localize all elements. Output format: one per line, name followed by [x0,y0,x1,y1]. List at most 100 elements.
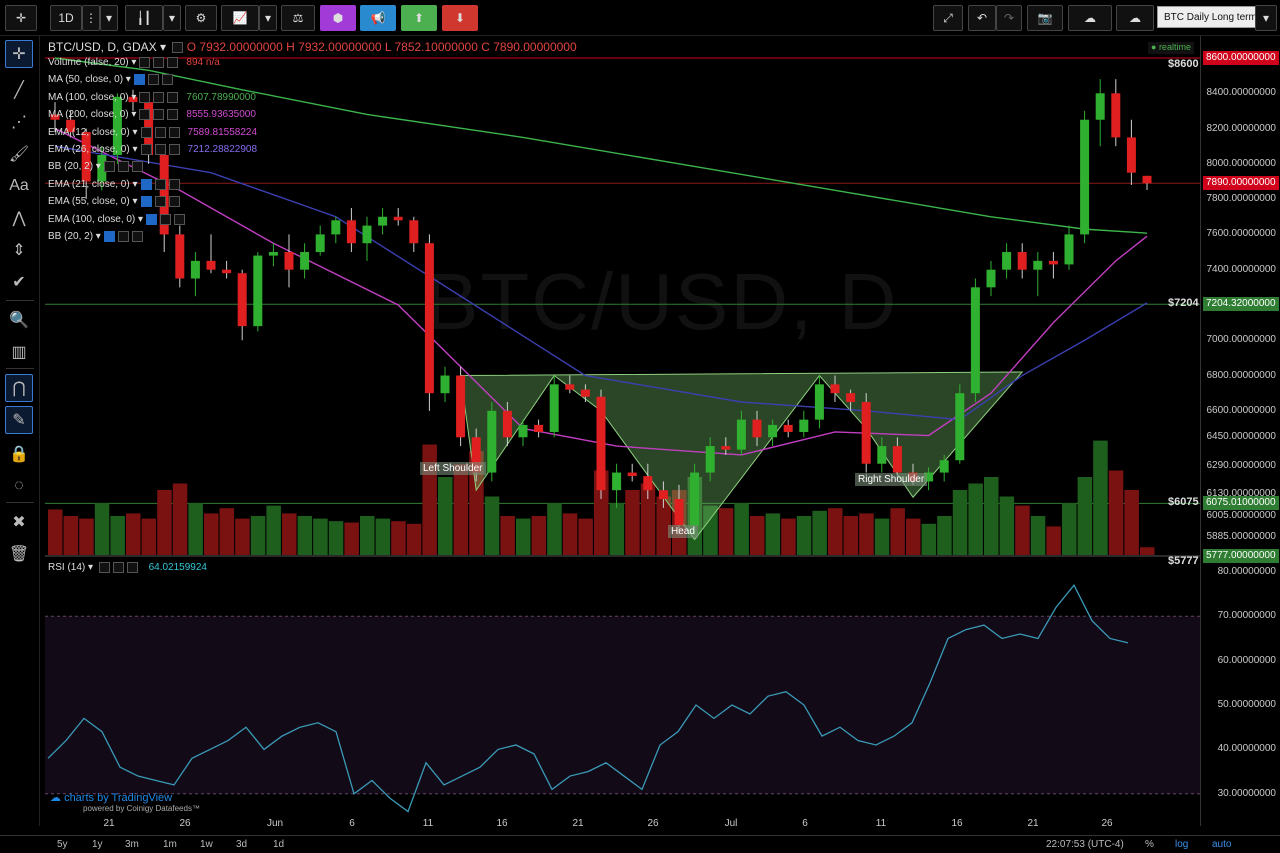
megaphone-icon[interactable]: 📢 [360,5,396,31]
settings-icon[interactable] [154,144,166,155]
percent-toggle[interactable]: % [1145,839,1154,850]
eye-icon[interactable] [140,196,152,208]
indicator-legend-item[interactable]: EMA (12, close, 0) ▾ 7589.81558224 [48,126,258,138]
close-icon[interactable] [168,144,180,155]
eye-icon[interactable] [103,161,115,173]
crosshair-tool-icon[interactable]: ✛ [5,40,33,68]
lock-icon[interactable]: 🔒 [9,446,29,463]
indicator-legend-item[interactable]: Volume (false, 20) ▾ 894 n/a [48,57,220,69]
settings-icon[interactable] [147,74,159,86]
rsi-close-icon[interactable] [126,562,138,573]
measure-tool-icon[interactable]: ⇕ [12,242,26,259]
ruler-icon[interactable]: ▥ [11,344,27,361]
interval-dropdown[interactable]: ▾ [100,5,118,31]
time-axis[interactable]: 21 26 Jun 6 11 16 21 26 Jul 6 11 16 21 26 [45,818,1200,832]
up-icon[interactable]: ⬆ [401,5,437,31]
trash-icon[interactable]: 🗑 [8,546,30,563]
redo-icon[interactable]: ↷ [996,5,1022,31]
undo-icon[interactable]: ↶ [968,5,996,31]
price-axis[interactable]: 8400.00000000 8200.00000000 8000.00000000 7… [1168,36,1280,826]
cube-icon[interactable]: ⬢ [320,5,356,31]
settings-icon[interactable] [117,231,129,242]
range-button-3d[interactable]: 3d [236,839,248,850]
settings-icon[interactable] [153,91,165,103]
settings-icon[interactable] [153,109,165,121]
price-chart-svg[interactable] [45,36,1200,826]
indicator-legend-item[interactable]: EMA (26, close, 0) ▾ 7212.28822908 [48,144,258,156]
settings-icon[interactable] [153,57,165,68]
settings-icon[interactable] [160,213,172,225]
log-toggle[interactable]: log [1175,839,1189,850]
auto-scale-toggle[interactable]: auto [1212,839,1232,850]
close-icon[interactable] [174,213,186,225]
close-icon[interactable] [131,161,143,173]
brush-tool-icon[interactable]: 🖌 [8,146,30,163]
symbol-label[interactable]: BTC/USD, D, GDAX [48,40,157,54]
settings-icon[interactable] [154,178,166,190]
range-button-1y[interactable]: 1y [92,839,103,850]
rsi-eye-icon[interactable] [98,562,110,573]
close-icon[interactable] [167,57,179,68]
indicator-legend-item[interactable]: BB (20, 2) ▾ [48,231,143,245]
compare-icon[interactable]: ⚖ [281,5,315,31]
indicator-legend-item[interactable]: BB (20, 2) ▾ [48,161,143,175]
range-button-5y[interactable]: 5y [57,839,68,850]
close-icon[interactable] [167,91,179,103]
head-label[interactable]: Head [668,525,698,538]
eye-icon[interactable] [146,213,158,225]
checkmark-icon[interactable]: ✔ [12,274,26,291]
eye-icon[interactable] [140,178,152,190]
close-icon[interactable] [168,178,180,190]
eye-icon[interactable] [133,74,145,86]
chart-type-dropdown[interactable]: ▾ [163,5,181,31]
layout-dropdown[interactable]: ▾ [1255,5,1277,31]
range-button-1m[interactable]: 1m [163,839,177,850]
candles-icon[interactable]: ╽┃ [125,5,163,31]
wrench-icon[interactable]: ✖ [12,514,26,531]
eye-icon[interactable] [139,91,151,103]
close-icon[interactable] [161,74,173,86]
indicator-legend-item[interactable]: MA (50, close, 0) ▾ [48,74,173,88]
indicators-icon[interactable]: 📈 [221,5,259,31]
indicator-legend-item[interactable]: MA (200, close, 0) ▾ 8555.93635000 [48,109,256,121]
chart-pane[interactable]: BTC/USD, D [45,36,1200,826]
crosshair-icon[interactable]: ✛ [5,5,37,31]
close-icon[interactable] [131,231,143,242]
close-icon[interactable] [167,109,179,121]
eye-icon[interactable] [140,126,152,138]
indicator-legend-item[interactable]: EMA (55, close, 0) ▾ [48,196,180,210]
indicators-dropdown[interactable]: ▾ [259,5,277,31]
hide-icon[interactable]: ◌ [14,477,24,494]
settings-icon[interactable] [154,196,166,208]
rsi-name[interactable]: RSI (14) [48,562,86,574]
settings-icon[interactable] [154,126,166,138]
zoom-icon[interactable]: 🔍 [9,312,29,329]
pattern-tool-icon[interactable]: ⋀ [12,210,26,227]
magnet-icon[interactable]: ⋂ [5,374,33,402]
left-shoulder-label[interactable]: Left Shoulder [420,462,486,475]
menu-dots-icon[interactable]: ⋮ [82,5,100,31]
close-icon[interactable] [168,126,180,138]
tradingview-watermark[interactable]: ☁ charts by TradingView powered by Coini… [50,792,200,813]
text-tool-icon[interactable]: Aa [9,177,29,194]
cloud-load-icon[interactable]: ☁ [1116,5,1154,31]
eye-icon[interactable] [139,109,151,121]
indicator-legend-item[interactable]: EMA (100, close, 0) ▾ [48,213,186,228]
eye-icon[interactable] [139,57,151,68]
close-icon[interactable] [168,196,180,208]
range-button-3m[interactable]: 3m [125,839,139,850]
eye-icon[interactable] [140,144,152,155]
settings-icon[interactable] [117,161,129,173]
trendline-tool-icon[interactable]: ╱ [14,82,24,99]
camera-icon[interactable]: 📷 [1027,5,1063,31]
range-button-1w[interactable]: 1w [200,839,213,850]
right-shoulder-label[interactable]: Right Shoulder [855,473,928,486]
draw-mode-icon[interactable]: ✎ [5,406,33,434]
down-icon[interactable]: ⬇ [442,5,478,31]
settings-icon[interactable] [172,42,184,54]
eye-icon[interactable] [103,231,115,242]
range-button-1d[interactable]: 1d [273,839,285,850]
indicator-legend-item[interactable]: EMA (21, close, 0) ▾ [48,178,180,193]
cloud-save-icon[interactable]: ☁ [1068,5,1112,31]
gear-icon[interactable]: ⚙ [185,5,217,31]
